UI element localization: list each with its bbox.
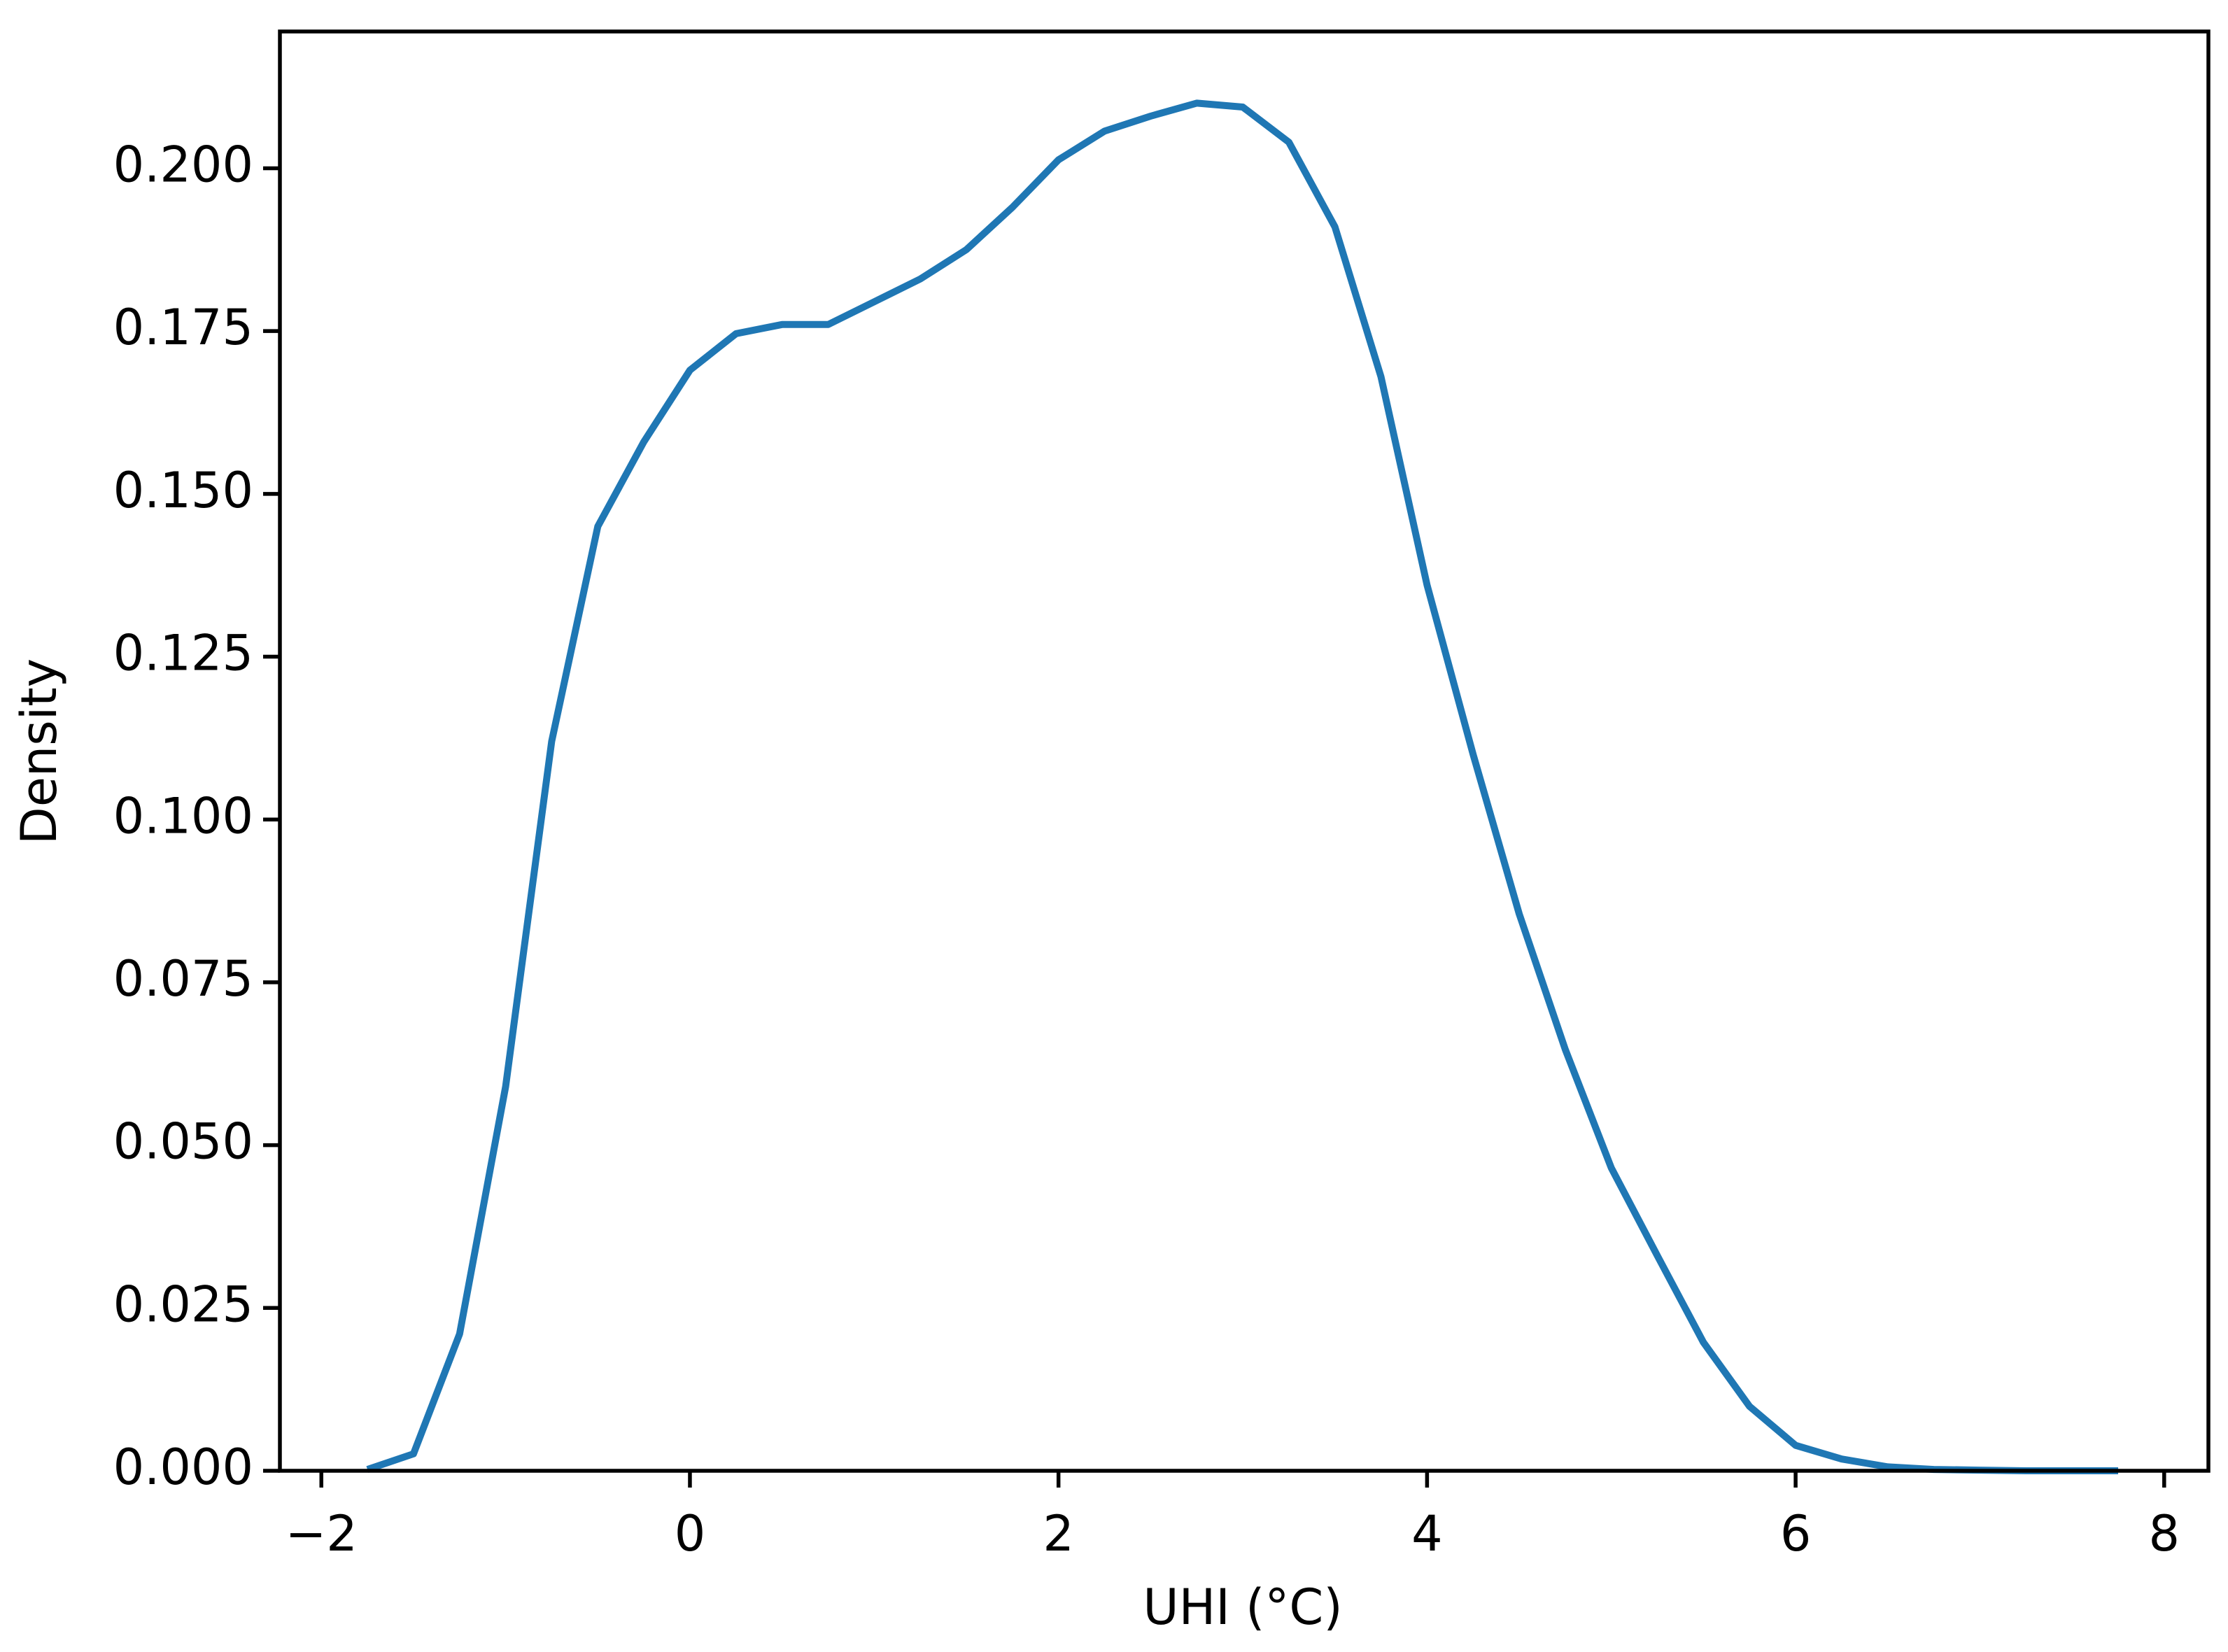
x-tick-label: 6 [1780, 1505, 1812, 1562]
x-tick-label: 4 [1411, 1505, 1443, 1562]
plot-frame [278, 29, 2211, 1473]
y-tick-label: 0.100 [113, 787, 253, 845]
y-tick-label: 0.025 [113, 1276, 253, 1333]
x-tick-label: −2 [285, 1505, 358, 1562]
y-tick-label: 0.150 [113, 462, 253, 519]
y-tick-label: 0.075 [113, 950, 253, 1008]
y-tick-label: 0.000 [113, 1439, 253, 1496]
x-tick-label: 2 [1043, 1505, 1074, 1562]
y-tick-label: 0.125 [113, 625, 253, 682]
x-tick-label: 8 [2149, 1505, 2180, 1562]
y-tick-label: 0.175 [113, 299, 253, 356]
y-tick-label: 0.200 [113, 136, 253, 193]
y-tick-label: 0.050 [113, 1113, 253, 1171]
x-axis-label: UHI (°C) [1143, 1579, 1342, 1636]
density-line [366, 99, 2118, 1474]
x-tick-label: 0 [675, 1505, 706, 1562]
y-axis-label: Density [10, 658, 68, 845]
